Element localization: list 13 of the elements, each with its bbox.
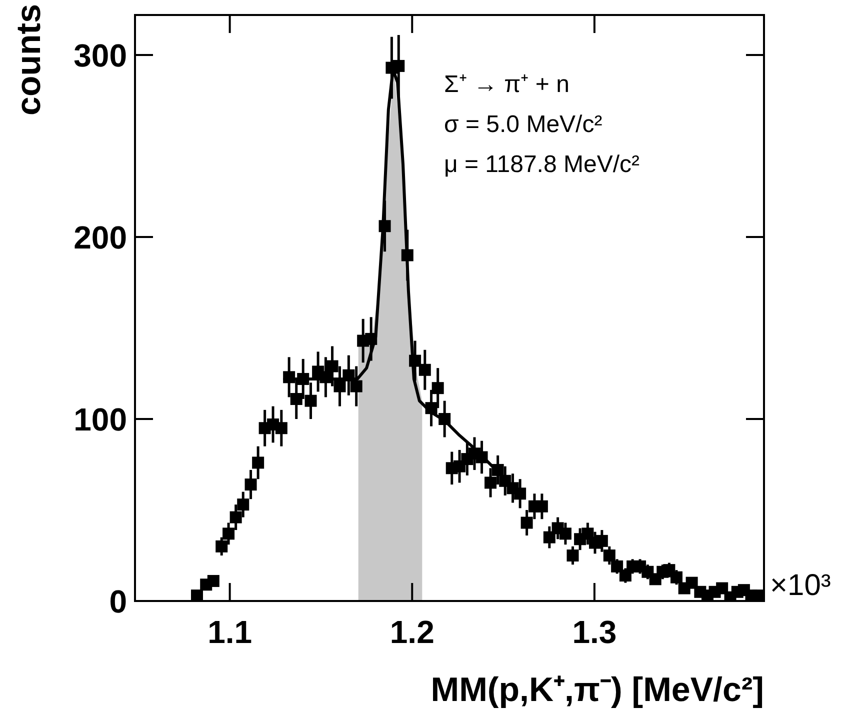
y-tick-label: 100 — [74, 402, 127, 438]
annotation: μ = 1187.8 MeV/c² — [444, 151, 640, 178]
y-tick-label: 300 — [74, 38, 127, 74]
text: ×10³ — [770, 569, 831, 602]
annotation: σ = 5.0 MeV/c² — [444, 111, 602, 138]
x-tick-label: 1.1 — [208, 614, 252, 650]
x-tick-label: 1.2 — [390, 614, 434, 650]
x-axis-title: MM(p,K⁺,π⁻) [MeV/c²] — [430, 671, 764, 709]
y-tick-label: 0 — [109, 584, 127, 620]
x-tick-label: 1.3 — [572, 614, 617, 650]
annotation: Σ⁺ → π⁺ + n — [444, 71, 570, 98]
y-tick-label: 200 — [74, 220, 127, 256]
y-axis-title: counts — [10, 4, 48, 116]
